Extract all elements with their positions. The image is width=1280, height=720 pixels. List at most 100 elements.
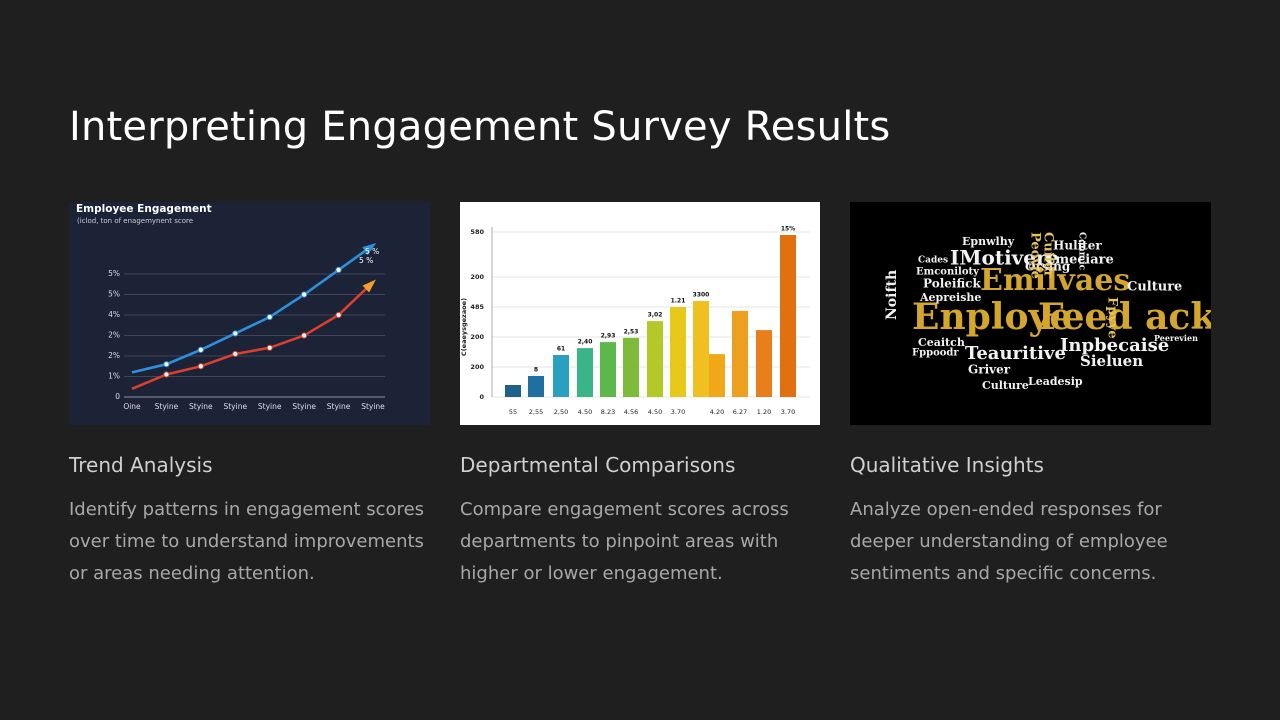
cloud-word: Epnwlhy xyxy=(962,235,1015,248)
cloud-word: Cuifer xyxy=(1041,232,1056,278)
x-tick-label: 4.20 xyxy=(710,408,724,416)
y-tick-label: 200 xyxy=(470,333,484,341)
x-tick-label: Styine xyxy=(327,402,351,411)
cloud-word: IMotivere xyxy=(950,246,1059,270)
bar-label: 2,40 xyxy=(578,339,593,346)
cloud-word: Culture xyxy=(1127,280,1182,295)
cloud-word: Culture xyxy=(982,379,1029,392)
y-axis-label: C(eaeysgezaoe) xyxy=(460,298,468,356)
x-tick-label: 4.56 xyxy=(624,408,638,416)
bar xyxy=(732,310,748,397)
x-tick-label: Styine xyxy=(292,402,316,411)
arrow-head xyxy=(362,279,376,293)
bar-label: 61 xyxy=(557,346,565,353)
y-tick-label: 200 xyxy=(470,273,484,281)
bar xyxy=(623,337,639,397)
point xyxy=(197,346,204,353)
bar-label: 8 xyxy=(534,367,538,374)
card: Enploye Feed ack Emilvaes IMotivere Teauriti… xyxy=(850,202,1215,590)
point xyxy=(266,344,273,351)
card-body: Compare engagement scores across departm… xyxy=(460,499,789,584)
x-tick-label: 6.27 xyxy=(733,408,747,416)
y-tick-label: 5% xyxy=(108,269,120,278)
x-tick-label: 8.23 xyxy=(601,408,615,416)
cloud-word: Poleifick xyxy=(923,277,981,291)
cloud-background xyxy=(850,202,1211,425)
point xyxy=(266,313,273,321)
cloud-word: Huliter xyxy=(1053,239,1102,253)
x-tick-label: Styine xyxy=(189,402,213,411)
y-tick-label: 4% xyxy=(108,310,120,319)
bar-label: 15% xyxy=(781,226,795,233)
x-tick-label: 4.50 xyxy=(578,408,592,416)
bar xyxy=(756,330,772,397)
chart-subtitle: (iclod, ton of enagemynent score xyxy=(77,217,193,225)
point xyxy=(232,330,239,337)
cloud-word: Teauritive xyxy=(965,343,1066,364)
cloud-word: Fppoodr xyxy=(912,348,959,359)
cloud-word: Fpyye xyxy=(1105,297,1120,339)
bar xyxy=(505,385,521,397)
x-tick-label: Styine xyxy=(155,402,179,411)
cloud-word: Inpbecaise xyxy=(1060,335,1169,356)
bar-label: 3300 xyxy=(693,292,710,299)
chart-background xyxy=(69,202,430,425)
point xyxy=(335,311,342,319)
x-tick-label: 4.50 xyxy=(648,408,662,416)
x-tick-label: 1.20 xyxy=(757,408,771,416)
x-tick-label: Styine xyxy=(361,402,385,411)
card-heading: Departmental Comparisons xyxy=(460,453,736,477)
y-tick-label: 580 xyxy=(470,228,484,236)
x-tick-label: Styine xyxy=(223,402,247,411)
cloud-word: Ceaitch xyxy=(918,336,965,349)
point xyxy=(197,363,204,370)
x-tick-label: Oine xyxy=(123,402,141,411)
slide-title: Interpreting Engagement Survey Results xyxy=(69,104,891,150)
bar xyxy=(528,376,544,397)
series-line xyxy=(131,281,374,390)
bar xyxy=(670,307,686,397)
y-tick-label: 2% xyxy=(108,331,120,340)
x-tick-label: Styine xyxy=(258,402,282,411)
point xyxy=(163,371,170,378)
x-tick-label: 2,55 xyxy=(529,408,543,416)
point xyxy=(335,266,342,274)
card-body: Analyze open-ended responses for deeper … xyxy=(850,499,1168,584)
bar xyxy=(709,354,725,397)
bar xyxy=(780,235,796,397)
card-body: Identify patterns in engagement scores o… xyxy=(69,499,425,584)
cloud-word: Conmic xyxy=(1077,232,1087,271)
cloud-word: Griver xyxy=(968,363,1011,377)
cloud-word: Feed ack xyxy=(1038,296,1211,338)
cloud-word: Peovje xyxy=(1028,232,1043,279)
point xyxy=(301,332,308,339)
cloud-word: Peerevien xyxy=(1154,333,1198,343)
point xyxy=(301,291,308,298)
cloud-word: Sieluen xyxy=(1080,352,1143,370)
card: 0 200 200 485 200 580 C(eaeysgezaoe) 55 8 2,55 61 2… xyxy=(460,202,825,590)
cloud-word: Cmeciare xyxy=(1045,253,1114,268)
bar xyxy=(693,301,709,397)
cloud-word: Leadesip xyxy=(1028,375,1083,388)
x-tick-label: 3.70 xyxy=(781,408,795,416)
x-tick-label: 2,50 xyxy=(554,408,568,416)
y-tick-label: 0 xyxy=(115,392,120,401)
bar-chart: 0 200 200 485 200 580 C(eaeysgezaoe) 55 8 2,55 61 2… xyxy=(460,202,820,425)
bar xyxy=(553,355,569,397)
x-tick-label: 55 xyxy=(509,408,517,416)
bar xyxy=(600,342,616,397)
chart-title: Employee Engagement xyxy=(76,203,212,215)
y-tick-label: 1% xyxy=(108,372,120,381)
end-label: 5 % xyxy=(359,256,373,265)
bar-label: 2,53 xyxy=(624,328,639,335)
bar xyxy=(577,348,593,397)
end-label: 5 % xyxy=(365,247,379,256)
x-tick-label: 3.70 xyxy=(671,408,685,416)
cloud-word: Aepreishe xyxy=(919,291,981,304)
cloud-word: Emconiloty xyxy=(916,267,980,278)
point xyxy=(232,350,239,358)
y-tick-label: 200 xyxy=(470,363,484,371)
y-tick-label: 0 xyxy=(479,393,484,401)
